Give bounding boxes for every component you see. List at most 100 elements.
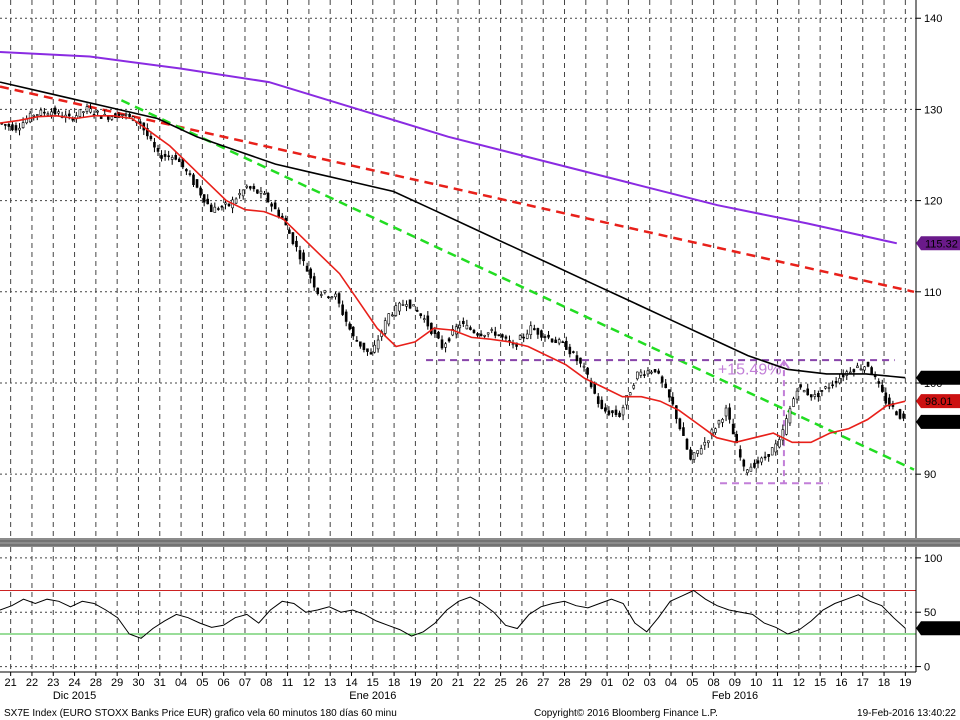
- candle-body: [405, 304, 408, 307]
- candle-body: [696, 450, 699, 454]
- candle-body: [593, 382, 596, 394]
- x-tick-label: 16: [835, 677, 847, 689]
- candle-body: [795, 390, 799, 400]
- candle-body: [838, 378, 841, 384]
- candle-body: [479, 333, 483, 337]
- candle-body: [614, 409, 618, 415]
- x-tick-label: 13: [324, 677, 336, 689]
- candle-body: [799, 384, 802, 388]
- candle-body: [746, 469, 749, 474]
- candle-body: [820, 390, 824, 392]
- x-tick-label: 17: [857, 677, 869, 689]
- candle-body: [792, 398, 795, 407]
- candle-body: [813, 394, 817, 397]
- candle-body: [7, 123, 11, 127]
- candle-body: [35, 114, 39, 116]
- candle-body: [753, 462, 756, 468]
- candle-body: [160, 155, 163, 159]
- candle-body: [4, 124, 7, 126]
- x-tick-label: 07: [239, 677, 251, 689]
- oscillator-line: [0, 589, 906, 639]
- candle-body: [146, 128, 149, 137]
- x-tick-label: 21: [452, 677, 464, 689]
- x-tick-label: 12: [303, 677, 315, 689]
- x-tick-label: 20: [431, 677, 443, 689]
- candle-body: [493, 331, 497, 336]
- candle-body: [596, 396, 600, 404]
- candle-body: [362, 342, 366, 350]
- candle-body: [774, 443, 778, 453]
- candle-body: [533, 328, 536, 331]
- x-axis: 21 22 23 24 28 29 30 31 04 05 06 07 08 11 12 13 14 15 18 19…: [0, 671, 916, 702]
- candle-body: [241, 189, 245, 197]
- candle-body: [802, 390, 806, 393]
- candle-body: [245, 185, 249, 188]
- x-tick-label: 14: [345, 677, 357, 689]
- candle-body: [490, 329, 494, 331]
- candle-body: [369, 352, 373, 355]
- candle-body: [504, 336, 508, 339]
- x-tick-label: 19: [409, 677, 421, 689]
- candle-body: [788, 408, 792, 424]
- candle-body: [192, 174, 195, 186]
- last-value-label-bg: [916, 370, 960, 385]
- last-value-label: 98.01: [925, 396, 953, 408]
- candle-body: [366, 348, 369, 352]
- candle-body: [635, 371, 639, 380]
- candle-body: [419, 313, 423, 316]
- y-tick-label: 120: [924, 196, 942, 208]
- candle-body: [643, 374, 646, 376]
- candle-body: [156, 148, 160, 152]
- candle-body: [657, 370, 660, 374]
- candle-body: [344, 311, 348, 322]
- candle-body: [167, 155, 170, 158]
- candle-body: [398, 302, 401, 312]
- candle-body: [334, 293, 337, 298]
- candle-body: [731, 423, 735, 435]
- last-value-label: 115.32: [925, 238, 958, 250]
- x-tick-label: 18: [878, 677, 890, 689]
- candle-body: [195, 179, 199, 188]
- candle-body: [121, 114, 124, 116]
- last-value-label-bg: [916, 236, 960, 251]
- moving-average-black-line: [0, 81, 906, 379]
- candle-body: [728, 407, 731, 420]
- candle-body: [43, 111, 46, 114]
- candle-body: [185, 169, 188, 172]
- candle-body: [536, 328, 540, 335]
- oversold-fill: [138, 634, 145, 639]
- candle-body: [295, 240, 298, 248]
- candle-body: [469, 327, 472, 330]
- candle-body: [685, 438, 689, 450]
- x-tick-label: 01: [601, 677, 613, 689]
- y-tick-label: 0: [924, 662, 930, 674]
- x-tick-label: 03: [644, 677, 656, 689]
- x-tick-label: 09: [729, 677, 741, 689]
- candle-body: [785, 418, 788, 435]
- x-tick-label: 15: [814, 677, 826, 689]
- candle-body: [600, 399, 604, 409]
- x-tick-label: 24: [68, 677, 80, 689]
- last-value-label: 35.2765: [925, 623, 960, 635]
- candle-body: [50, 111, 53, 116]
- candle-body: [341, 304, 344, 315]
- candle-body: [78, 109, 82, 117]
- candle-body: [199, 187, 202, 196]
- candle-body: [582, 365, 586, 368]
- x-tick-label: 08: [260, 677, 272, 689]
- candle-body: [763, 456, 767, 459]
- candle-body: [749, 466, 753, 472]
- candle-body: [699, 448, 703, 455]
- candle-body: [639, 371, 643, 376]
- candle-body: [564, 340, 568, 350]
- candle-body: [46, 113, 50, 116]
- candle-body: [781, 429, 785, 441]
- candle-body: [501, 334, 504, 338]
- x-tick-label: 08: [708, 677, 720, 689]
- x-tick-label: 29: [580, 677, 592, 689]
- x-tick-label: 21: [5, 677, 17, 689]
- candle-body: [305, 265, 309, 272]
- candle-body: [373, 344, 376, 353]
- y-tick-label: 100: [924, 553, 942, 565]
